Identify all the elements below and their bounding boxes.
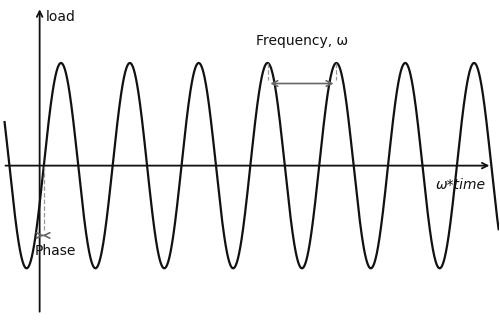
Text: Phase: Phase xyxy=(34,244,76,258)
Text: load: load xyxy=(46,10,76,24)
Text: Frequency, ω: Frequency, ω xyxy=(256,34,348,48)
Text: ω*time: ω*time xyxy=(436,178,486,192)
